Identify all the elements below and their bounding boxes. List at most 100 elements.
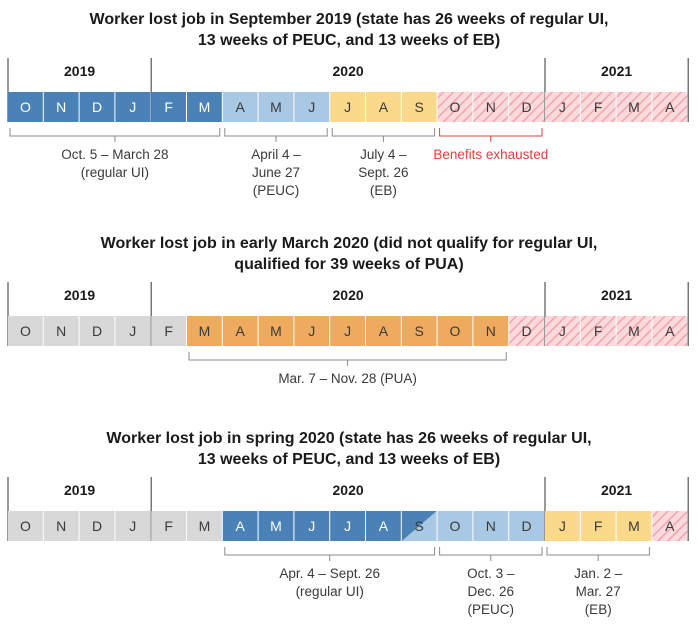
month-cell: F (580, 316, 616, 346)
month-cell-fill (330, 316, 365, 346)
annotation-label: Benefits exhausted (433, 147, 548, 162)
month-cell: A (366, 92, 401, 122)
month-label: N (56, 99, 66, 115)
month-cell-fill (509, 316, 544, 346)
month-cell-fill (43, 92, 79, 122)
month-cell: D (509, 511, 544, 541)
month-label: D (522, 518, 532, 534)
month-cell: A (222, 92, 258, 122)
month-cell-fill-split (401, 511, 437, 541)
month-label: J (559, 518, 566, 534)
month-label: F (164, 518, 173, 534)
month-label: S (415, 99, 424, 115)
month-cell-fill (509, 92, 544, 122)
month-cell: D (79, 316, 115, 346)
month-label: N (486, 323, 496, 339)
month-label: M (270, 518, 282, 534)
month-cell-fill (545, 511, 580, 541)
month-cell-fill (43, 511, 79, 541)
month-cell: J (545, 92, 580, 122)
month-cell-fill (545, 92, 580, 122)
month-cell-fill (330, 511, 365, 541)
month-cell-fill (79, 511, 115, 541)
month-cell: N (43, 511, 79, 541)
month-cell: M (616, 511, 652, 541)
month-cell-fill (330, 92, 365, 122)
month-cell: D (509, 92, 544, 122)
month-cell-fill (294, 316, 330, 346)
month-cell: J (115, 92, 151, 122)
month-label: D (522, 323, 532, 339)
month-cell-fill (616, 92, 652, 122)
month-cell-fill (580, 316, 616, 346)
month-label: J (129, 518, 136, 534)
month-cell: M (258, 511, 294, 541)
year-label: 2020 (333, 63, 364, 79)
annotation-bracket (439, 128, 543, 142)
month-cell-fill (473, 511, 509, 541)
month-label: F (164, 323, 173, 339)
annotation-label: (regular UI) (81, 165, 149, 180)
month-label: N (486, 99, 496, 115)
month-cell-fill (43, 316, 79, 346)
month-label: J (308, 99, 315, 115)
month-cell-fill (79, 316, 115, 346)
month-cell-fill (545, 316, 580, 346)
month-cell-fill (8, 92, 43, 122)
month-cell: N (473, 511, 509, 541)
month-cell: O (437, 511, 473, 541)
month-cell: O (8, 92, 43, 122)
panel-title-line: 13 weeks of PEUC, and 13 weeks of EB) (198, 32, 500, 49)
month-cell-fill (509, 511, 544, 541)
month-cell-fill (437, 316, 473, 346)
month-cell-fill (366, 511, 401, 541)
annotation: Mar. 7 – Nov. 28 (PUA) (188, 352, 507, 386)
month-label: N (486, 518, 496, 534)
annotation-label: (EB) (585, 602, 612, 617)
panel-title-line: 13 weeks of PEUC, and 13 weeks of EB) (198, 451, 500, 468)
annotation-bracket (331, 128, 436, 142)
month-cell-fill (258, 511, 294, 541)
month-cell: F (151, 511, 186, 541)
annotation-label: (PEUC) (468, 602, 515, 617)
month-cell-fill (401, 316, 437, 346)
month-label: M (199, 323, 211, 339)
month-label: S (415, 518, 424, 534)
month-cell-fill (366, 316, 401, 346)
timeline-panel-3: Worker lost job in spring 2020 (state ha… (7, 430, 689, 617)
month-cell-fill (151, 511, 186, 541)
month-label: J (344, 323, 351, 339)
month-cell: M (616, 316, 652, 346)
annotation: April 4 – June 27 (PEUC) (224, 128, 328, 198)
month-label: A (236, 323, 246, 339)
month-cell: S (401, 92, 437, 122)
annotation-label: Oct. 3 – (467, 566, 515, 581)
month-cell: O (8, 316, 43, 346)
month-cell-fill (187, 316, 222, 346)
month-cell: N (43, 316, 79, 346)
year-label: 2021 (601, 482, 632, 498)
month-cell: F (580, 511, 616, 541)
month-cell: N (473, 316, 509, 346)
month-label: J (129, 323, 136, 339)
month-label: N (56, 518, 66, 534)
month-label: O (20, 323, 31, 339)
month-cell-fill (294, 92, 330, 122)
year-label: 2019 (64, 482, 95, 498)
annotation: Oct. 5 – March 28 (regular UI) (9, 128, 221, 180)
month-cell: M (258, 316, 294, 346)
month-cell: A (366, 316, 401, 346)
month-cell: S (401, 316, 437, 346)
annotation-label: Mar. 7 – Nov. 28 (PUA) (278, 371, 417, 386)
month-cell-fill (294, 511, 330, 541)
month-cell-fill (652, 316, 688, 346)
month-cell: M (187, 92, 222, 122)
month-cell-fill (473, 316, 509, 346)
month-label: J (559, 99, 566, 115)
month-label: F (594, 518, 603, 534)
month-cell-fill (222, 92, 258, 122)
month-cell-fill (115, 92, 151, 122)
annotation-bracket (439, 547, 543, 561)
month-cell-fill (366, 92, 401, 122)
